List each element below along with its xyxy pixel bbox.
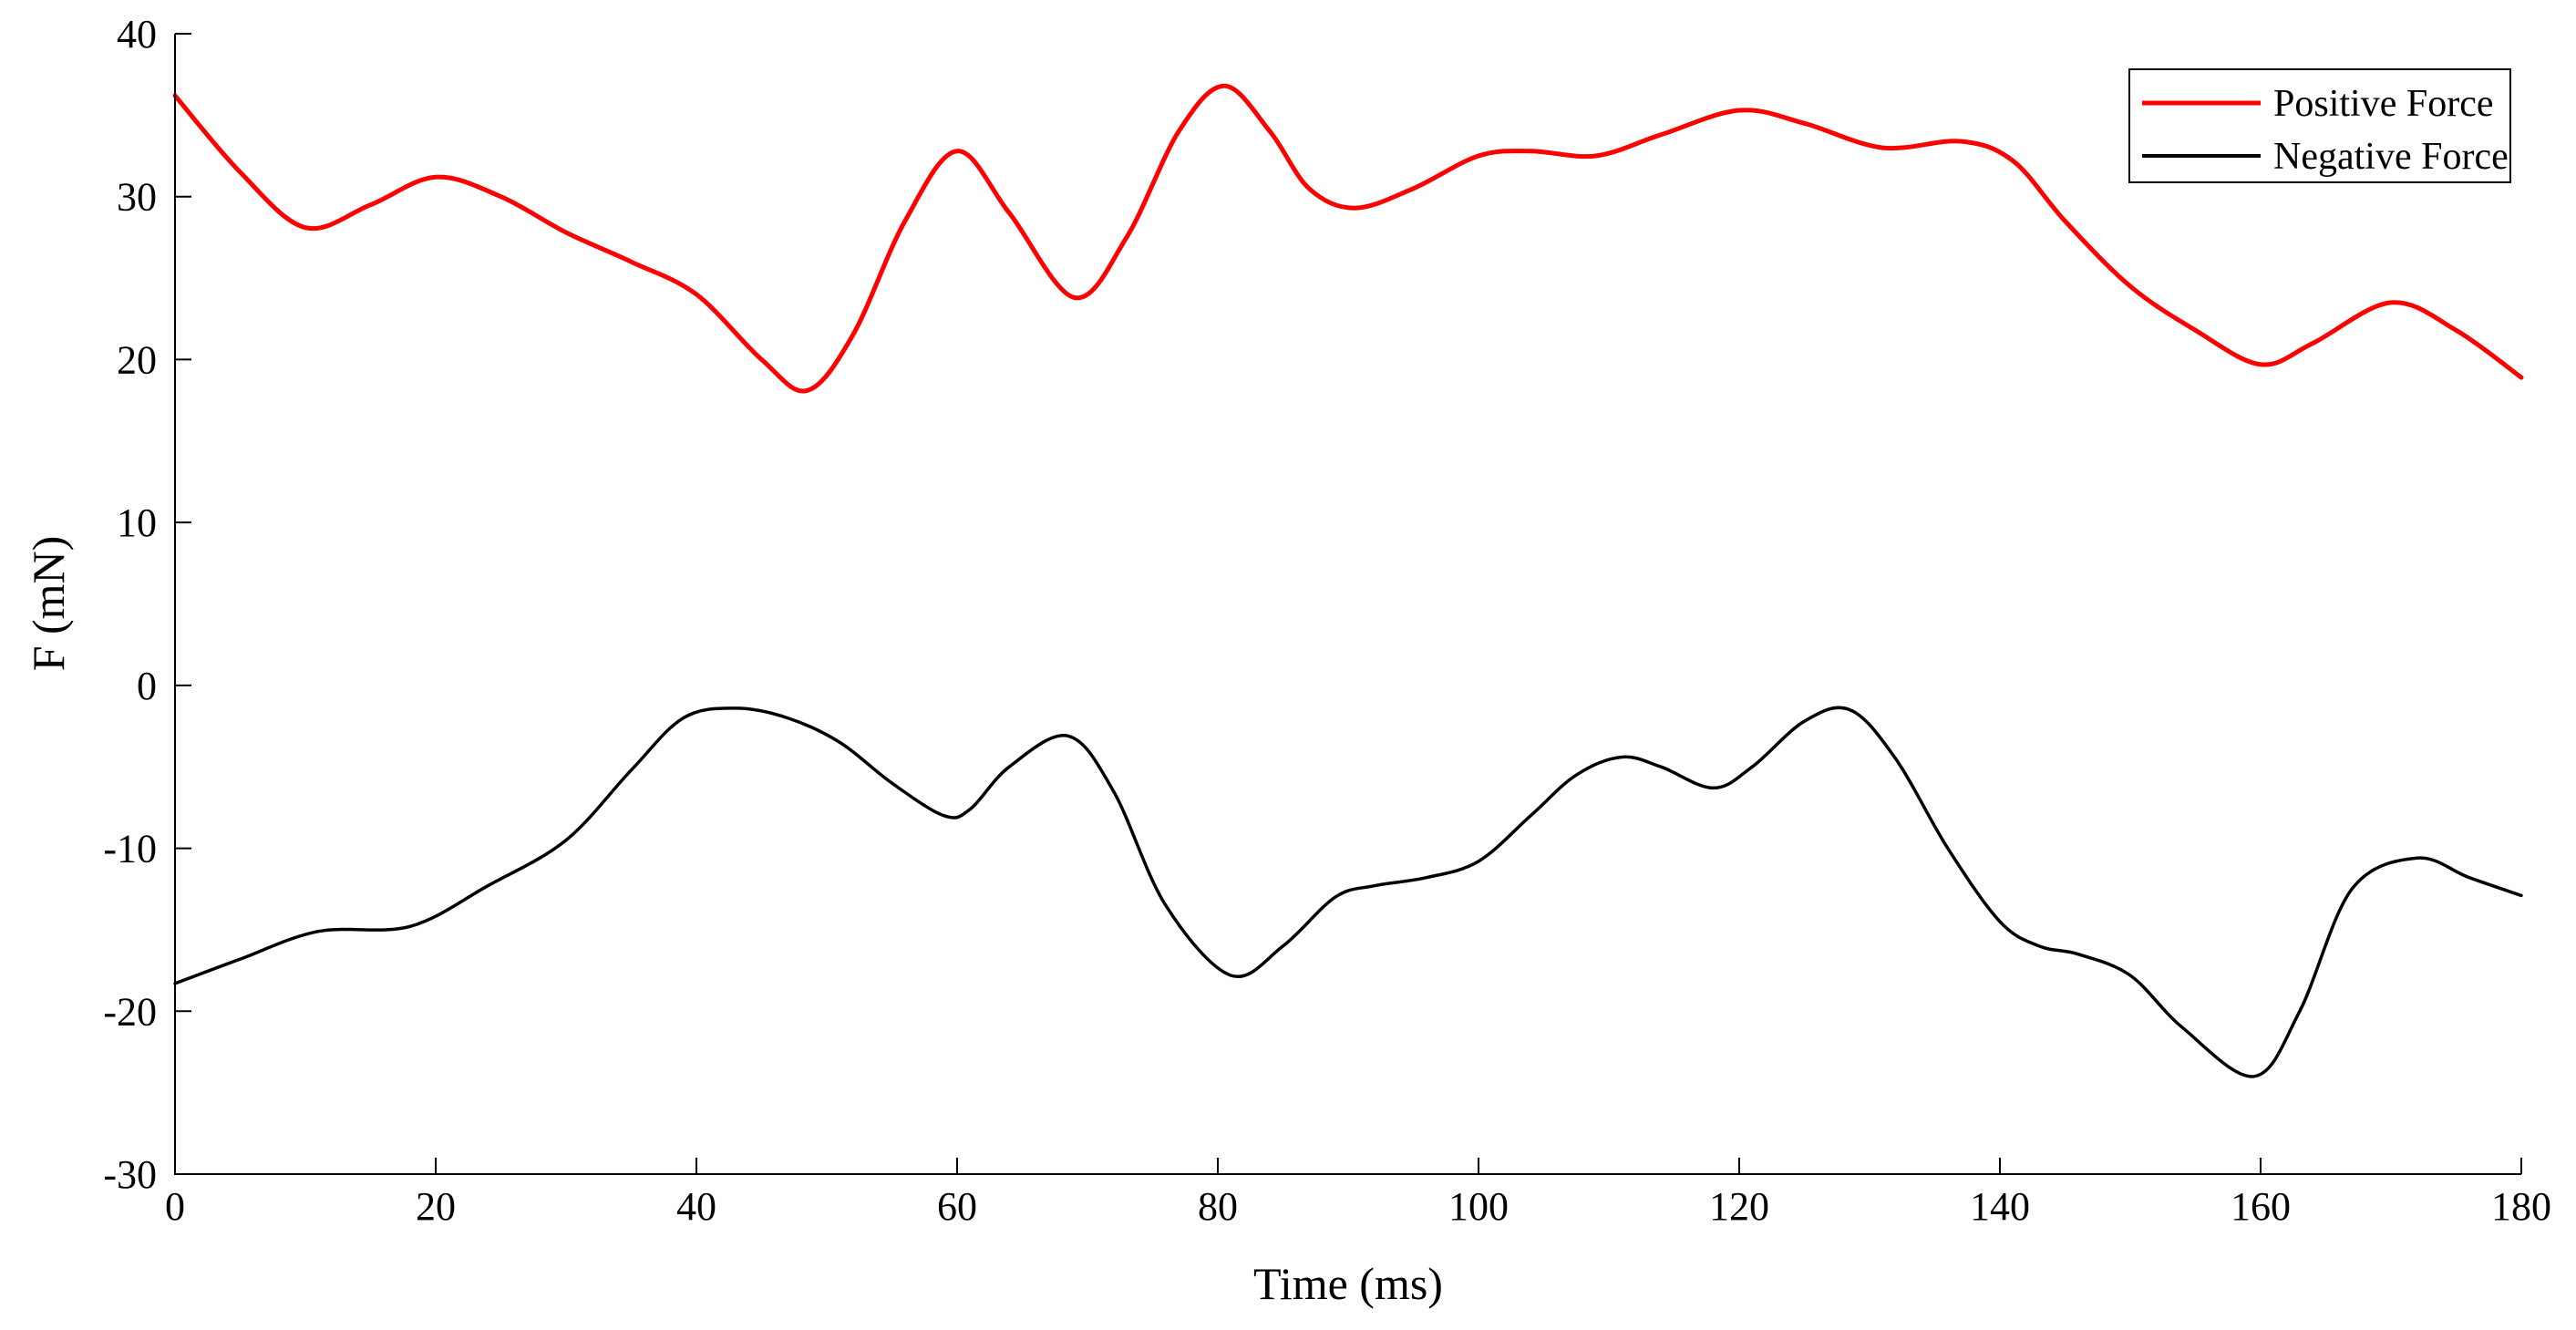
legend-label-positive-force: Positive Force bbox=[2273, 83, 2493, 125]
y-tick-label: 40 bbox=[117, 12, 157, 57]
y-tick-label: 0 bbox=[137, 664, 157, 708]
y-tick-label: 30 bbox=[117, 175, 157, 220]
x-tick-label: 80 bbox=[1198, 1184, 1238, 1229]
legend: Positive Force Negative Force bbox=[2129, 69, 2510, 182]
y-axis-ticks: -30 -20 -10 0 10 20 30 40 bbox=[103, 12, 191, 1197]
y-tick-label: -30 bbox=[103, 1152, 157, 1197]
series-line-negative-force bbox=[175, 707, 2521, 1077]
y-axis-title: F (mN) bbox=[23, 536, 74, 672]
x-tick-label: 60 bbox=[937, 1184, 977, 1229]
x-tick-label: 20 bbox=[416, 1184, 456, 1229]
axes bbox=[175, 34, 2521, 1174]
x-tick-label: 180 bbox=[2491, 1184, 2551, 1229]
x-tick-label: 0 bbox=[165, 1184, 185, 1229]
y-tick-label: 10 bbox=[117, 500, 157, 545]
x-tick-label: 100 bbox=[1448, 1184, 1509, 1229]
y-tick-label: -10 bbox=[103, 827, 157, 871]
axis-frame-left-bottom bbox=[175, 34, 2521, 1174]
x-tick-label: 120 bbox=[1709, 1184, 1769, 1229]
plot-lines bbox=[175, 86, 2521, 1077]
y-tick-label: 20 bbox=[117, 337, 157, 382]
x-axis-title: Time (ms) bbox=[1253, 1258, 1443, 1309]
legend-label-negative-force: Negative Force bbox=[2273, 136, 2509, 178]
x-tick-label: 140 bbox=[1970, 1184, 2030, 1229]
y-tick-label: -20 bbox=[103, 989, 157, 1034]
x-tick-label: 40 bbox=[676, 1184, 716, 1229]
x-axis-ticks: 0 20 40 60 80 100 120 140 160 180 bbox=[165, 1158, 2551, 1229]
x-tick-label: 160 bbox=[2231, 1184, 2291, 1229]
